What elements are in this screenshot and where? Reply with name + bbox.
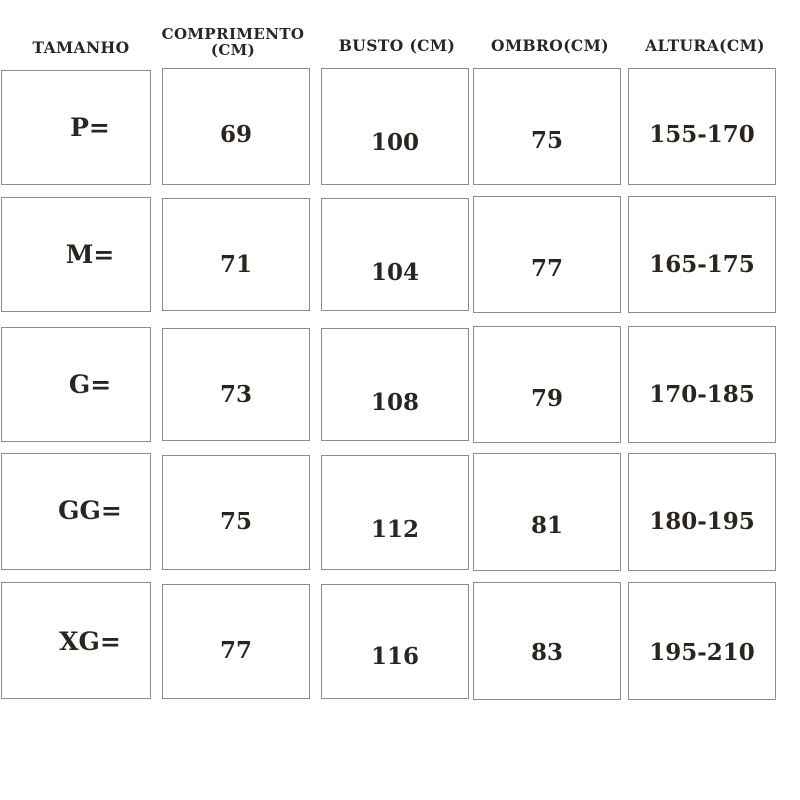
cell-value: 83	[530, 639, 563, 666]
cell-value: M=	[65, 240, 115, 269]
cell-value: 79	[530, 385, 563, 412]
table-cell-tamanho: M=	[1, 197, 151, 312]
cell-value: 195-210	[649, 639, 755, 666]
cell-value: 116	[370, 643, 419, 670]
cell-value: 155-170	[649, 121, 755, 148]
table-cell-busto: 112	[321, 455, 469, 570]
column-header-altura: ALTURA(CM)	[645, 36, 765, 55]
cell-value: 75	[530, 127, 563, 154]
cell-value: 104	[370, 259, 419, 286]
cell-value: GG=	[58, 496, 122, 525]
cell-value: 112	[370, 516, 419, 543]
cell-value: 73	[219, 381, 252, 408]
table-cell-comprimento: 77	[162, 584, 310, 699]
table-cell-altura: 155-170	[628, 68, 776, 185]
table-cell-comprimento: 71	[162, 198, 310, 311]
table-cell-busto: 100	[321, 68, 469, 185]
cell-value: 108	[370, 389, 419, 416]
cell-value: 100	[370, 129, 419, 156]
cell-value: 165-175	[649, 251, 755, 278]
cell-value: P=	[70, 113, 110, 142]
cell-value: 180-195	[649, 508, 755, 535]
table-cell-busto: 116	[321, 584, 469, 699]
table-cell-tamanho: P=	[1, 70, 151, 185]
cell-value: 77	[530, 255, 563, 282]
table-cell-altura: 195-210	[628, 582, 776, 700]
table-cell-tamanho: GG=	[1, 453, 151, 570]
cell-value: G=	[68, 370, 112, 399]
table-cell-busto: 108	[321, 328, 469, 441]
cell-value: 77	[219, 637, 252, 664]
column-header-ombro: OMBRO(CM)	[491, 36, 609, 55]
table-cell-altura: 180-195	[628, 453, 776, 571]
cell-value: XG=	[59, 627, 121, 656]
column-header-tamanho: TAMANHO	[32, 38, 130, 57]
table-cell-comprimento: 73	[162, 328, 310, 441]
table-cell-altura: 165-175	[628, 196, 776, 313]
table-cell-busto: 104	[321, 198, 469, 311]
table-cell-ombro: 79	[473, 326, 621, 443]
table-cell-comprimento: 75	[162, 455, 310, 570]
table-cell-tamanho: G=	[1, 327, 151, 442]
cell-value: 75	[219, 508, 252, 535]
table-cell-ombro: 77	[473, 196, 621, 313]
cell-value: 69	[219, 121, 252, 148]
table-cell-tamanho: XG=	[1, 582, 151, 699]
cell-value: 71	[219, 251, 252, 278]
cell-value: 81	[530, 512, 563, 539]
column-header-busto: BUSTO (CM)	[338, 36, 456, 55]
table-cell-ombro: 75	[473, 68, 621, 185]
cell-value: 170-185	[649, 381, 755, 408]
table-cell-ombro: 81	[473, 453, 621, 571]
column-header-comprimento: COMPRIMENTO (CM)	[161, 25, 305, 59]
table-cell-ombro: 83	[473, 582, 621, 700]
table-cell-altura: 170-185	[628, 326, 776, 443]
table-cell-comprimento: 69	[162, 68, 310, 185]
